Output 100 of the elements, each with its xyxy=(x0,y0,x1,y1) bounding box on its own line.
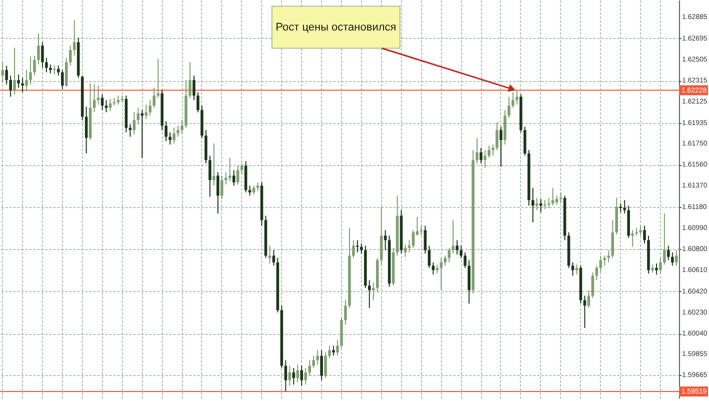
candlestick xyxy=(336,340,339,356)
candlestick xyxy=(108,98,112,112)
candlestick xyxy=(308,360,311,376)
candlestick xyxy=(216,172,220,214)
candlestick xyxy=(643,225,646,244)
candlestick xyxy=(296,364,300,383)
candlestick xyxy=(156,58,160,98)
candlestick xyxy=(332,345,335,356)
candlestick xyxy=(196,92,200,113)
candlestick xyxy=(611,220,614,258)
candlestick xyxy=(424,225,427,254)
candlestick xyxy=(72,20,76,56)
candlestick xyxy=(516,90,518,106)
candlestick xyxy=(188,62,192,98)
candlestick xyxy=(61,70,64,90)
candlestick xyxy=(29,56,32,85)
candlestick xyxy=(352,240,355,258)
candlestick xyxy=(512,92,514,108)
candlestick xyxy=(312,355,315,368)
candlestick xyxy=(639,225,642,236)
candlestick xyxy=(33,55,36,76)
candlestick xyxy=(268,245,272,264)
candlestick xyxy=(152,87,156,108)
candlestick xyxy=(41,42,44,68)
candlestick xyxy=(232,170,236,186)
candlestick xyxy=(360,242,363,254)
candlestick xyxy=(531,187,534,223)
candlestick xyxy=(571,262,574,276)
candlestick xyxy=(176,125,180,138)
candlestick xyxy=(655,262,658,276)
candlestick xyxy=(180,120,184,134)
candlestick xyxy=(508,96,510,118)
candlestick xyxy=(524,126,526,156)
candlestick xyxy=(84,106,88,154)
candlestick xyxy=(168,132,172,146)
candlestick xyxy=(607,250,610,263)
candlestick xyxy=(663,212,666,266)
candlestick xyxy=(432,262,435,276)
candlestick xyxy=(164,120,168,142)
candlestick xyxy=(240,162,244,176)
candlestick xyxy=(492,144,494,156)
candlestick xyxy=(675,250,678,266)
candlestick xyxy=(140,110,144,158)
candlestick xyxy=(144,104,148,120)
candlestick xyxy=(37,32,40,65)
candlestick xyxy=(104,100,108,113)
candlestick xyxy=(667,245,670,261)
candlestick xyxy=(500,126,502,168)
candlestick xyxy=(603,255,606,266)
candlestick xyxy=(192,75,196,101)
candlestick xyxy=(236,165,240,186)
candlestick xyxy=(328,345,331,358)
candlestick xyxy=(535,197,538,211)
candlestick xyxy=(320,350,323,381)
candlestick xyxy=(45,57,48,73)
candlestick xyxy=(460,245,462,258)
candlestick xyxy=(300,365,304,386)
candlestick xyxy=(444,255,447,266)
candlestick xyxy=(304,367,308,386)
candlestick xyxy=(208,155,212,198)
candlestick xyxy=(464,252,466,268)
candlestick xyxy=(476,137,478,164)
candlestick xyxy=(220,175,224,200)
candlestick xyxy=(480,147,482,164)
candlestick xyxy=(21,77,24,93)
candlestick xyxy=(356,240,359,253)
candlestick xyxy=(272,250,276,266)
candlestick xyxy=(172,127,176,144)
candlestick xyxy=(344,300,347,326)
candlestick xyxy=(316,350,319,366)
candlestick xyxy=(5,65,8,85)
candlestick xyxy=(408,240,411,253)
candlestick xyxy=(448,247,451,263)
candlestick xyxy=(324,352,327,378)
candlestick xyxy=(599,255,602,273)
candlestick xyxy=(212,142,216,186)
candlestick xyxy=(148,100,152,116)
candlestick xyxy=(68,45,72,66)
candlestick xyxy=(372,282,375,301)
candlestick xyxy=(17,74,20,88)
candlestick xyxy=(228,157,232,182)
candlestick xyxy=(659,257,662,274)
candlestick xyxy=(368,280,371,308)
candlestick xyxy=(623,200,626,214)
candlestick xyxy=(57,65,60,76)
candlestick xyxy=(631,230,634,248)
candlestick xyxy=(9,75,12,98)
candlestick xyxy=(224,172,228,186)
candlestick xyxy=(64,57,68,88)
candlestick xyxy=(248,185,252,196)
candlestick xyxy=(551,187,554,206)
candlestick xyxy=(1,62,4,83)
annotation: Рост цены остановился xyxy=(276,21,396,34)
candlestick xyxy=(25,70,28,91)
candlestick xyxy=(13,47,16,95)
candlestick xyxy=(452,220,455,254)
candlestick xyxy=(92,84,96,113)
candlestick xyxy=(404,244,407,258)
candlestick xyxy=(496,122,498,151)
candlestick xyxy=(488,145,490,158)
